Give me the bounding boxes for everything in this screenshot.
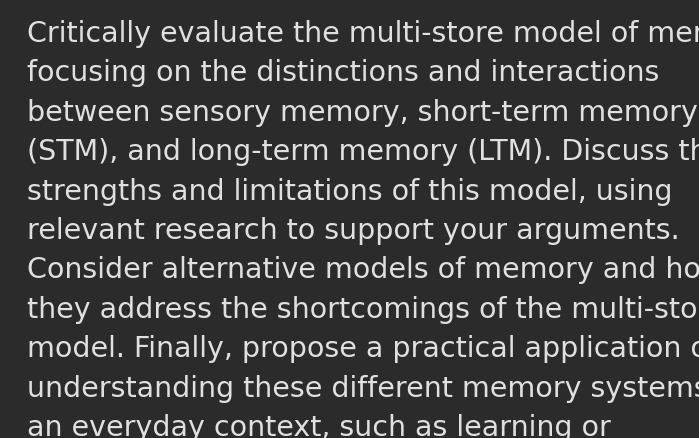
Text: Critically evaluate the multi-store model of memory,
focusing on the distinction: Critically evaluate the multi-store mode… (27, 20, 699, 438)
